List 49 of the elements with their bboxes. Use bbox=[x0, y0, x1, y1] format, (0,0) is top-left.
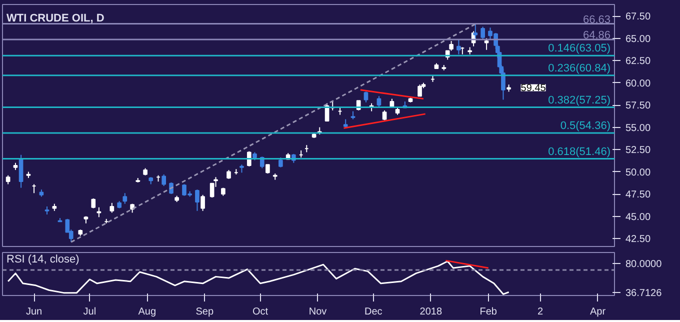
x-tick-label: Oct bbox=[252, 306, 268, 318]
ref-line-label: 64.86 bbox=[582, 30, 611, 42]
candlestick bbox=[278, 157, 283, 168]
x-tick-label: Dec bbox=[364, 306, 382, 318]
y-tick-label: 80.0000 bbox=[626, 258, 662, 270]
candlestick bbox=[110, 202, 114, 214]
candlestick bbox=[122, 192, 128, 204]
candlestick bbox=[18, 154, 24, 188]
candlestick bbox=[376, 96, 382, 108]
y-tick-label: 60.00 bbox=[626, 78, 651, 90]
y-tick-label: 67.50 bbox=[626, 12, 651, 23]
ref-line-label: 66.63 bbox=[582, 14, 611, 26]
candlestick bbox=[364, 91, 368, 103]
x-tick-label: 2 bbox=[538, 306, 544, 318]
x-tick-label: Aug bbox=[138, 306, 156, 318]
y-tick-label: 36.7126 bbox=[626, 288, 662, 299]
x-tick-label: 2018 bbox=[420, 306, 442, 318]
y-tick-label: 57.50 bbox=[626, 100, 651, 112]
x-tick-label: Feb bbox=[480, 306, 498, 318]
y-tick-label: 65.00 bbox=[626, 34, 651, 45]
candlestick bbox=[501, 68, 506, 100]
text: WTI CRUDE OIL, D bbox=[6, 12, 104, 24]
candlestick bbox=[200, 194, 205, 212]
candlestick bbox=[418, 84, 422, 97]
candlestick bbox=[473, 22, 478, 39]
x-tick-label: Jul bbox=[83, 306, 96, 318]
y-tick-label: 50.00 bbox=[626, 167, 651, 178]
candlestick bbox=[162, 174, 166, 186]
candlestick bbox=[484, 38, 489, 50]
candlestick bbox=[480, 26, 485, 40]
candlestick bbox=[456, 38, 461, 55]
ref-line-label: 0.236(60.84) bbox=[548, 62, 611, 74]
x-tick-label: Nov bbox=[308, 306, 327, 318]
annotation: 59.45 bbox=[520, 83, 546, 94]
ref-line-label: 0.618(51.46) bbox=[548, 146, 611, 158]
x-tick-label: Apr bbox=[590, 306, 606, 318]
ref-line-label: 0.382(57.25) bbox=[548, 94, 611, 106]
ref-line-label: 0.146(63.05) bbox=[548, 42, 611, 55]
x-tick-label: Jun bbox=[26, 306, 42, 318]
ref-line-label: 0.5(54.36) bbox=[560, 120, 611, 132]
y-tick-label: 42.50 bbox=[626, 234, 651, 245]
y-tick-label: 55.00 bbox=[626, 122, 651, 134]
candlestick bbox=[195, 189, 200, 212]
x-tick-label: Sep bbox=[196, 306, 214, 318]
y-tick-label: 45.00 bbox=[626, 212, 651, 223]
y-tick-label: 52.50 bbox=[626, 145, 651, 156]
y-tick-label: 62.50 bbox=[626, 56, 651, 68]
y-tick-label: 47.50 bbox=[626, 190, 651, 201]
chart-title: RSI (14, close) bbox=[6, 254, 80, 266]
